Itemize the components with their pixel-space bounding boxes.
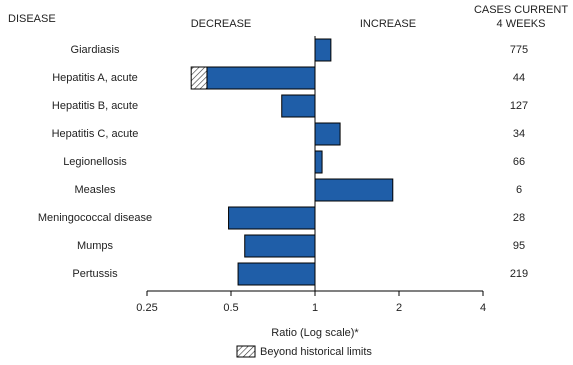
category-label: Mumps xyxy=(77,240,114,252)
cases-value: 95 xyxy=(513,240,525,252)
cases-value: 28 xyxy=(513,212,525,224)
cases-value: 219 xyxy=(510,268,528,280)
bar xyxy=(314,178,394,202)
bar xyxy=(228,206,316,230)
disease-header: DISEASE xyxy=(8,13,56,25)
cases-value: 127 xyxy=(510,100,528,112)
bar xyxy=(314,122,341,146)
category-label: Legionellosis xyxy=(63,156,127,168)
increase-label: INCREASE xyxy=(360,18,416,30)
bar xyxy=(281,94,316,118)
x-tick-label: 1 xyxy=(312,302,318,314)
cases-value: 6 xyxy=(516,184,522,196)
legend-swatch xyxy=(236,345,256,358)
category-label: Hepatitis B, acute xyxy=(52,100,138,112)
x-tick-label: 2 xyxy=(396,302,402,314)
category-label: Hepatitis A, acute xyxy=(52,72,138,84)
category-label: Measles xyxy=(75,184,116,196)
cases-value: 775 xyxy=(510,44,528,56)
bar xyxy=(237,262,316,286)
x-tick-label: 4 xyxy=(480,302,486,314)
x-tick-label: 0.25 xyxy=(136,302,157,314)
legend-label: Beyond historical limits xyxy=(260,346,372,358)
cases-value: 44 xyxy=(513,72,525,84)
decrease-label: DECREASE xyxy=(191,18,252,30)
category-label: Giardiasis xyxy=(71,44,120,56)
cases-value: 34 xyxy=(513,128,525,140)
x-axis-label: Ratio (Log scale)* xyxy=(271,327,359,339)
beyond-limits-bar xyxy=(190,66,208,90)
category-label: Pertussis xyxy=(72,268,118,280)
category-label: Hepatitis C, acute xyxy=(52,128,139,140)
cases-value: 66 xyxy=(513,156,525,168)
cases-header: 4 WEEKS xyxy=(497,18,546,30)
bar xyxy=(314,38,332,62)
bar xyxy=(206,66,316,90)
category-label: Meningococcal disease xyxy=(38,212,152,224)
bar xyxy=(244,234,316,258)
bar xyxy=(314,150,323,174)
x-tick-label: 0.5 xyxy=(223,302,238,314)
cases-header: CASES CURRENT xyxy=(474,4,568,16)
